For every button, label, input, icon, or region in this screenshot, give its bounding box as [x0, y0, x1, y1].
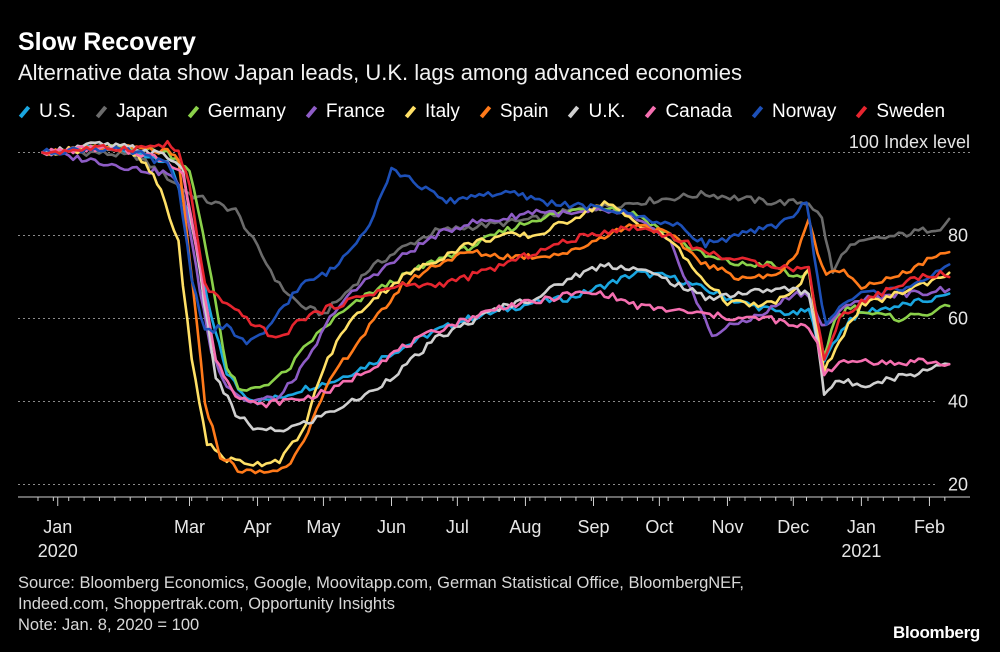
- y-axis-unit-label: 100 Index level: [848, 132, 970, 152]
- chart-subtitle: Alternative data show Japan leads, U.K. …: [18, 60, 742, 85]
- y-tick-label: 20: [948, 475, 968, 495]
- x-tick-label: Jun: [377, 517, 406, 537]
- bloomberg-logo: Bloomberg: [892, 623, 980, 642]
- series-line-italy: [41, 144, 951, 468]
- legend-item-canada: Canada: [644, 101, 732, 123]
- x-tick-label: Dec: [777, 517, 809, 537]
- legend-label: Sweden: [876, 101, 946, 122]
- legend-item-spain: Spain: [479, 101, 549, 123]
- x-tick-label: Jan: [847, 517, 876, 537]
- x-tick-label: Mar: [174, 517, 205, 537]
- legend-label: Japan: [115, 101, 168, 122]
- series-line-sweden: [41, 140, 951, 361]
- legend-label: Spain: [499, 101, 549, 122]
- y-tick-label: 60: [948, 309, 968, 329]
- x-tick-label: Aug: [509, 517, 541, 537]
- series-line-germany: [41, 144, 951, 392]
- series-line-norway: [41, 145, 951, 346]
- x-tick-label: May: [306, 517, 340, 537]
- legend-label: Italy: [425, 101, 460, 122]
- legend-label: Norway: [772, 101, 837, 122]
- legend-label: Germany: [207, 101, 286, 122]
- legend-item-uk: U.K.: [567, 101, 625, 123]
- series-line-france: [41, 150, 951, 404]
- legend-item-norway: Norway: [751, 101, 836, 123]
- legend-item-us: U.S.: [18, 101, 76, 123]
- legend-label: Canada: [665, 101, 732, 122]
- source-line-2: Indeed.com, Shoppertrak.com, Opportunity…: [18, 595, 395, 613]
- legend-label: U.S.: [39, 101, 76, 122]
- x-tick-label: Apr: [244, 517, 272, 537]
- legend-item-germany: Germany: [187, 101, 286, 123]
- legend-item-japan: Japan: [95, 101, 168, 123]
- x-tick-label: Jul: [446, 517, 469, 537]
- x-tick-label: Feb: [914, 517, 945, 537]
- legend: U.S. Japan Germany France Italy Spain U.K. Cana…: [18, 101, 964, 123]
- chart-title: Slow Recovery: [18, 28, 196, 56]
- y-tick-label: 80: [948, 225, 968, 245]
- x-tick-label: Nov: [711, 517, 743, 537]
- x-tick-label: Oct: [645, 517, 673, 537]
- x-tick-year-label: 2021: [841, 541, 881, 561]
- x-tick-year-label: 2020: [38, 541, 78, 561]
- legend-item-france: France: [305, 101, 385, 123]
- y-tick-label: 40: [948, 392, 968, 412]
- legend-label: U.K.: [588, 101, 626, 122]
- x-tick-label: Sep: [577, 517, 609, 537]
- legend-label: France: [325, 101, 386, 122]
- source-line-1: Source: Bloomberg Economics, Google, Moo…: [18, 574, 745, 592]
- legend-item-italy: Italy: [404, 101, 460, 123]
- legend-item-sweden: Sweden: [855, 101, 945, 123]
- source-notes: Source: Bloomberg Economics, Google, Moo…: [18, 573, 744, 636]
- series-line-canada: [41, 144, 951, 409]
- note-line: Note: Jan. 8, 2020 = 100: [18, 616, 200, 634]
- x-tick-label: Jan: [43, 517, 72, 537]
